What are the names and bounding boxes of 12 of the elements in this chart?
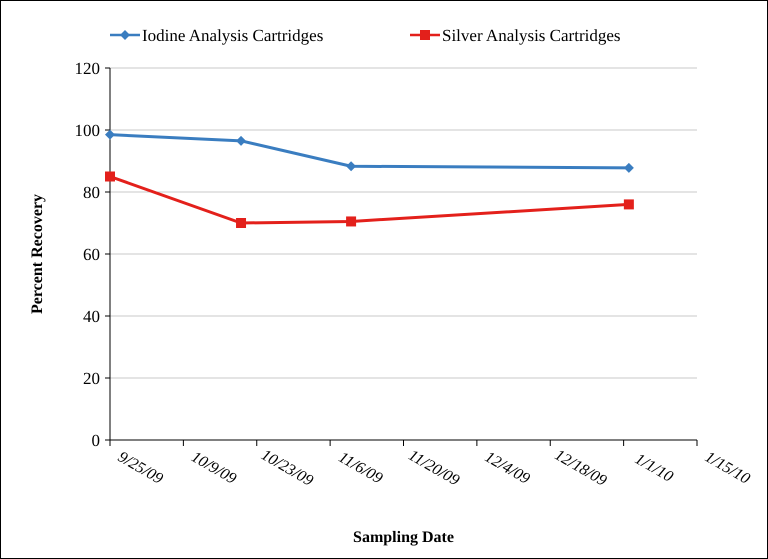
y-tick-label: 80 [83, 182, 100, 202]
legend-label: Iodine Analysis Cartridges [142, 26, 324, 45]
y-tick-label: 0 [92, 430, 100, 450]
y-tick-label: 120 [74, 58, 100, 78]
y-axis-title: Percent Recovery [29, 194, 46, 314]
x-axis-title: Sampling Date [353, 529, 454, 546]
y-tick-label: 20 [83, 368, 100, 388]
y-tick-label: 100 [74, 120, 100, 140]
x-tick-label: 1/1/10 [632, 450, 676, 486]
y-tick-label: 40 [83, 306, 100, 326]
y-tick-label: 60 [83, 244, 100, 264]
legend-label: Silver Analysis Cartridges [442, 26, 620, 45]
